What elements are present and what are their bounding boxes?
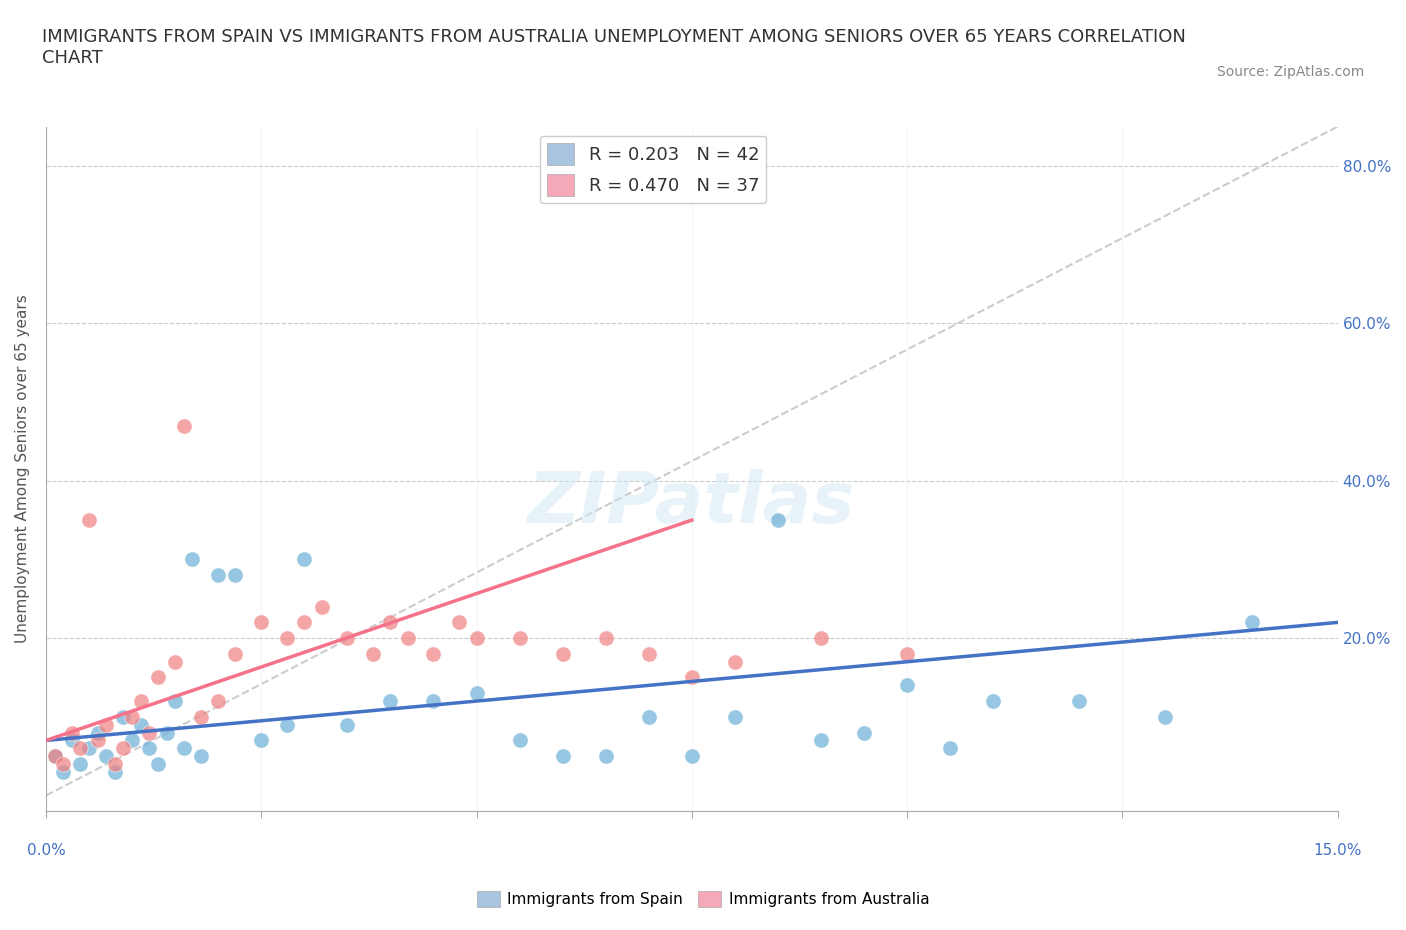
- Point: [129, 694, 152, 709]
- Point: [810, 631, 832, 645]
- Legend: R = 0.203   N = 42, R = 0.470   N = 37: R = 0.203 N = 42, R = 0.470 N = 37: [540, 136, 766, 203]
- Point: [181, 552, 204, 567]
- Point: [810, 733, 832, 748]
- Text: 15.0%: 15.0%: [1313, 843, 1362, 857]
- Point: [396, 631, 419, 645]
- Point: [96, 717, 118, 732]
- Point: [1240, 615, 1263, 630]
- Point: [336, 717, 359, 732]
- Point: [69, 741, 91, 756]
- Point: [449, 615, 471, 630]
- Point: [724, 710, 747, 724]
- Point: [60, 725, 83, 740]
- Point: [44, 749, 66, 764]
- Point: [138, 741, 160, 756]
- Point: [146, 757, 169, 772]
- Point: [190, 710, 212, 724]
- Point: [165, 655, 187, 670]
- Point: [146, 670, 169, 684]
- Point: [853, 725, 876, 740]
- Point: [44, 749, 66, 764]
- Point: [1154, 710, 1177, 724]
- Point: [104, 764, 127, 779]
- Point: [276, 717, 298, 732]
- Point: [637, 646, 659, 661]
- Point: [637, 710, 659, 724]
- Point: [86, 725, 108, 740]
- Text: ZIPatlas: ZIPatlas: [529, 469, 855, 538]
- Point: [190, 749, 212, 764]
- Point: [1069, 694, 1091, 709]
- Point: [77, 512, 100, 527]
- Text: 0.0%: 0.0%: [27, 843, 65, 857]
- Point: [896, 646, 918, 661]
- Point: [361, 646, 384, 661]
- Point: [69, 757, 91, 772]
- Point: [311, 599, 333, 614]
- Point: [509, 631, 531, 645]
- Point: [104, 757, 127, 772]
- Point: [336, 631, 359, 645]
- Point: [292, 552, 315, 567]
- Point: [981, 694, 1004, 709]
- Point: [138, 725, 160, 740]
- Point: [465, 631, 488, 645]
- Point: [121, 733, 143, 748]
- Text: Source: ZipAtlas.com: Source: ZipAtlas.com: [1216, 65, 1364, 79]
- Point: [681, 670, 703, 684]
- Point: [551, 749, 574, 764]
- Point: [380, 694, 402, 709]
- Point: [939, 741, 962, 756]
- Point: [52, 764, 75, 779]
- Point: [422, 694, 444, 709]
- Point: [276, 631, 298, 645]
- Point: [129, 717, 152, 732]
- Point: [96, 749, 118, 764]
- Point: [60, 733, 83, 748]
- Point: [52, 757, 75, 772]
- Point: [380, 615, 402, 630]
- Legend: Immigrants from Spain, Immigrants from Australia: Immigrants from Spain, Immigrants from A…: [471, 884, 935, 913]
- Point: [77, 741, 100, 756]
- Point: [86, 733, 108, 748]
- Point: [207, 567, 229, 582]
- Point: [766, 512, 789, 527]
- Point: [465, 685, 488, 700]
- Point: [224, 646, 246, 661]
- Y-axis label: Unemployment Among Seniors over 65 years: Unemployment Among Seniors over 65 years: [15, 295, 30, 644]
- Point: [207, 694, 229, 709]
- Point: [292, 615, 315, 630]
- Point: [724, 655, 747, 670]
- Point: [422, 646, 444, 661]
- Point: [250, 733, 273, 748]
- Point: [121, 710, 143, 724]
- Point: [896, 678, 918, 693]
- Point: [595, 749, 617, 764]
- Point: [173, 418, 195, 433]
- Point: [112, 710, 135, 724]
- Point: [595, 631, 617, 645]
- Point: [551, 646, 574, 661]
- Point: [681, 749, 703, 764]
- Point: [155, 725, 177, 740]
- Point: [509, 733, 531, 748]
- Point: [173, 741, 195, 756]
- Point: [224, 567, 246, 582]
- Point: [112, 741, 135, 756]
- Text: IMMIGRANTS FROM SPAIN VS IMMIGRANTS FROM AUSTRALIA UNEMPLOYMENT AMONG SENIORS OV: IMMIGRANTS FROM SPAIN VS IMMIGRANTS FROM…: [42, 28, 1187, 67]
- Point: [165, 694, 187, 709]
- Point: [250, 615, 273, 630]
